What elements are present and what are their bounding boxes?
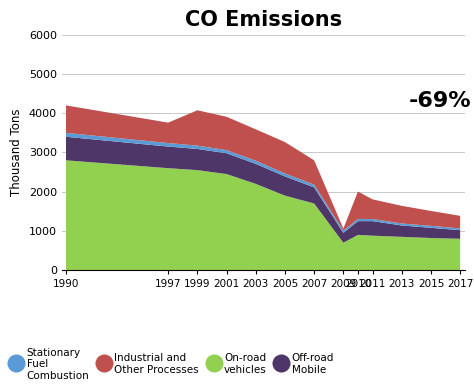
Y-axis label: Thousand Tons: Thousand Tons (10, 109, 23, 196)
Legend: Stationary
Fuel
Combustion, Industrial and
Other Processes, On-road
vehicles, Of: Stationary Fuel Combustion, Industrial a… (10, 347, 334, 381)
Text: -69%: -69% (409, 91, 472, 112)
Title: CO Emissions: CO Emissions (184, 10, 342, 30)
